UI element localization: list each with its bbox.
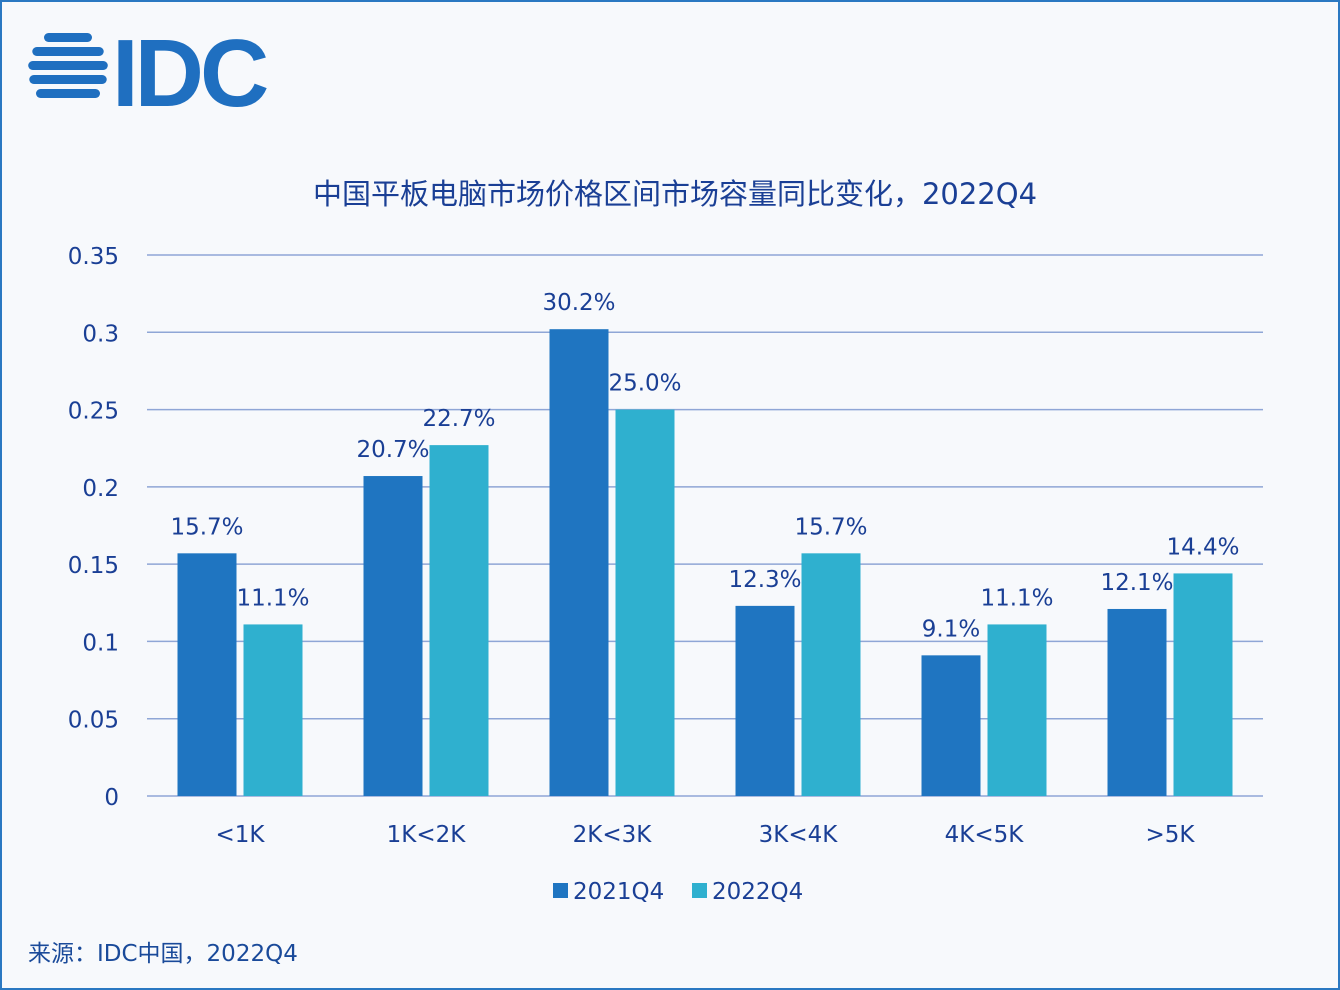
bar-2022Q4 xyxy=(987,624,1047,796)
x-tick-label: >5K xyxy=(1146,822,1196,848)
y-tick-label: 0.1 xyxy=(82,630,119,656)
data-label: 25.0% xyxy=(608,371,681,397)
idc-globe-icon xyxy=(28,33,108,98)
y-tick-label: 0.25 xyxy=(68,399,119,425)
bar-2021Q4 xyxy=(177,553,237,796)
bar-2021Q4 xyxy=(921,655,981,796)
bar-2021Q4 xyxy=(363,476,423,796)
data-label: 11.1% xyxy=(980,585,1053,611)
y-tick-label: 0 xyxy=(104,785,119,811)
globe-stripe xyxy=(32,47,104,56)
data-label: 15.7% xyxy=(170,514,243,540)
bar-2021Q4 xyxy=(735,605,795,796)
y-tick-label: 0.2 xyxy=(82,476,119,502)
logo-text: IDC xyxy=(112,20,267,127)
data-label: 30.2% xyxy=(542,290,615,316)
x-tick-label: <1K xyxy=(216,822,266,848)
globe-stripe xyxy=(28,61,108,70)
y-tick-label: 0.3 xyxy=(82,321,119,347)
bar-2022Q4 xyxy=(1173,573,1233,796)
globe-stripe xyxy=(44,33,92,42)
data-label: 22.7% xyxy=(422,406,495,432)
y-tick-label: 0.35 xyxy=(68,244,119,270)
bar-2022Q4 xyxy=(429,445,489,796)
data-label: 12.1% xyxy=(1100,570,1173,596)
bar-2022Q4 xyxy=(243,624,303,796)
x-tick-label: 1K<2K xyxy=(387,822,467,848)
source-note: 来源：IDC中国，2022Q4 xyxy=(28,941,298,967)
globe-stripe xyxy=(29,75,107,84)
legend-swatch xyxy=(692,883,707,898)
globe-stripe xyxy=(36,89,100,98)
data-label: 12.3% xyxy=(728,567,801,593)
x-tick-label: 4K<5K xyxy=(945,822,1025,848)
idc-logo: IDC xyxy=(28,20,271,127)
bar-2022Q4 xyxy=(615,409,675,796)
bar-2021Q4 xyxy=(1107,608,1167,796)
x-tick-label: 2K<3K xyxy=(573,822,653,848)
legend-label: 2022Q4 xyxy=(712,879,803,905)
legend-label: 2021Q4 xyxy=(573,879,664,905)
data-label: 9.1% xyxy=(922,616,980,642)
y-tick-label: 0.15 xyxy=(68,553,119,579)
bar-2021Q4 xyxy=(549,329,609,796)
legend-swatch xyxy=(553,883,568,898)
data-label: 11.1% xyxy=(236,585,309,611)
x-tick-label: 3K<4K xyxy=(759,822,839,848)
data-label: 20.7% xyxy=(356,437,429,463)
data-label: 15.7% xyxy=(794,514,867,540)
chart-title: 中国平板电脑市场价格区间市场容量同比变化，2022Q4 xyxy=(313,177,1037,211)
bar-2022Q4 xyxy=(801,553,861,796)
y-tick-label: 0.05 xyxy=(68,708,119,734)
data-label: 14.4% xyxy=(1166,534,1239,560)
